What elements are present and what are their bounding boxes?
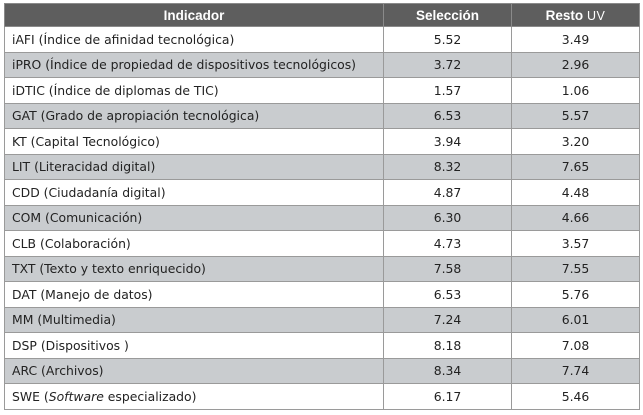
cell-seleccion: 8.34 bbox=[383, 357, 512, 384]
cell-indicador: CLB (Colaboración) bbox=[4, 230, 384, 257]
indicators-table: Indicador Selección Resto UV iAFI (Índic… bbox=[4, 3, 640, 410]
cell-seleccion: 8.18 bbox=[383, 332, 512, 359]
cell-seleccion: 1.57 bbox=[383, 77, 512, 104]
cell-resto: 7.65 bbox=[511, 153, 640, 180]
cell-resto: 7.55 bbox=[511, 255, 640, 282]
table-row: TXT (Texto y texto enriquecido) 7.58 7.55 bbox=[4, 255, 640, 282]
cell-indicador-italic: Software bbox=[48, 388, 104, 404]
cell-seleccion: 6.53 bbox=[383, 102, 512, 129]
cell-indicador: CDD (Ciudadanía digital) bbox=[4, 179, 384, 206]
table-row: SWE (Software especializado) 6.17 5.46 bbox=[4, 383, 640, 410]
cell-indicador: MM (Multimedia) bbox=[4, 306, 384, 333]
cell-indicador: COM (Comunicación) bbox=[4, 204, 384, 231]
cell-seleccion: 4.87 bbox=[383, 179, 512, 206]
cell-seleccion: 6.53 bbox=[383, 281, 512, 308]
cell-seleccion: 6.17 bbox=[383, 383, 512, 410]
cell-indicador: SWE (Software especializado) bbox=[4, 383, 384, 410]
cell-indicador-prefix: SWE ( bbox=[12, 388, 49, 404]
header-resto: Resto UV bbox=[511, 3, 640, 27]
table-row: iDTIC (Índice de diplomas de TIC) 1.57 1.0… bbox=[4, 77, 640, 104]
cell-resto: 5.57 bbox=[511, 102, 640, 129]
cell-indicador: iDTIC (Índice de diplomas de TIC) bbox=[4, 77, 384, 104]
table-row: DSP (Dispositivos ) 8.18 7.08 bbox=[4, 332, 640, 359]
cell-indicador: DAT (Manejo de datos) bbox=[4, 281, 384, 308]
cell-indicador: ARC (Archivos) bbox=[4, 357, 384, 384]
cell-seleccion: 7.58 bbox=[383, 255, 512, 282]
table-row: GAT (Grado de apropiación tecnológica) 6.… bbox=[4, 102, 640, 129]
cell-resto: 4.66 bbox=[511, 204, 640, 231]
cell-resto: 4.48 bbox=[511, 179, 640, 206]
header-seleccion: Selección bbox=[383, 3, 512, 27]
cell-seleccion: 8.32 bbox=[383, 153, 512, 180]
cell-resto: 3.57 bbox=[511, 230, 640, 257]
table-row: LIT (Literacidad digital) 8.32 7.65 bbox=[4, 153, 640, 180]
cell-indicador: KT (Capital Tecnológico) bbox=[4, 128, 384, 155]
cell-seleccion: 3.72 bbox=[383, 51, 512, 78]
table-row: CDD (Ciudadanía digital) 4.87 4.48 bbox=[4, 179, 640, 206]
header-resto-label: Resto bbox=[545, 7, 584, 23]
cell-seleccion: 4.73 bbox=[383, 230, 512, 257]
cell-indicador: GAT (Grado de apropiación tecnológica) bbox=[4, 102, 384, 129]
table-row: ARC (Archivos) 8.34 7.74 bbox=[4, 357, 640, 384]
cell-resto: 5.76 bbox=[511, 281, 640, 308]
cell-indicador: iAFI (Índice de afinidad tecnológica) bbox=[4, 26, 384, 53]
table-row: COM (Comunicación) 6.30 4.66 bbox=[4, 204, 640, 231]
table-row: iAFI (Índice de afinidad tecnológica) 5.5… bbox=[4, 26, 640, 53]
cell-resto: 2.96 bbox=[511, 51, 640, 78]
data-table-container: Indicador Selección Resto UV iAFI (Índic… bbox=[4, 3, 640, 410]
cell-seleccion: 6.30 bbox=[383, 204, 512, 231]
cell-indicador-suffix: especializado) bbox=[103, 388, 197, 404]
cell-resto: 7.74 bbox=[511, 357, 640, 384]
cell-resto: 5.46 bbox=[511, 383, 640, 410]
table-header-row: Indicador Selección Resto UV bbox=[4, 3, 640, 27]
table-row: CLB (Colaboración) 4.73 3.57 bbox=[4, 230, 640, 257]
cell-resto: 1.06 bbox=[511, 77, 640, 104]
table-row: MM (Multimedia) 7.24 6.01 bbox=[4, 306, 640, 333]
table-row: DAT (Manejo de datos) 6.53 5.76 bbox=[4, 281, 640, 308]
cell-resto: 7.08 bbox=[511, 332, 640, 359]
table-row: iPRO (Índice de propiedad de dispositivo… bbox=[4, 51, 640, 78]
cell-seleccion: 3.94 bbox=[383, 128, 512, 155]
cell-indicador: TXT (Texto y texto enriquecido) bbox=[4, 255, 384, 282]
cell-seleccion: 7.24 bbox=[383, 306, 512, 333]
cell-resto: 6.01 bbox=[511, 306, 640, 333]
table-row: KT (Capital Tecnológico) 3.94 3.20 bbox=[4, 128, 640, 155]
cell-seleccion: 5.52 bbox=[383, 26, 512, 53]
cell-resto: 3.49 bbox=[511, 26, 640, 53]
header-indicador: Indicador bbox=[4, 3, 384, 27]
cell-indicador: LIT (Literacidad digital) bbox=[4, 153, 384, 180]
cell-indicador: iPRO (Índice de propiedad de dispositivo… bbox=[4, 51, 384, 78]
header-resto-uv: UV bbox=[586, 8, 606, 23]
cell-resto: 3.20 bbox=[511, 128, 640, 155]
cell-indicador: DSP (Dispositivos ) bbox=[4, 332, 384, 359]
